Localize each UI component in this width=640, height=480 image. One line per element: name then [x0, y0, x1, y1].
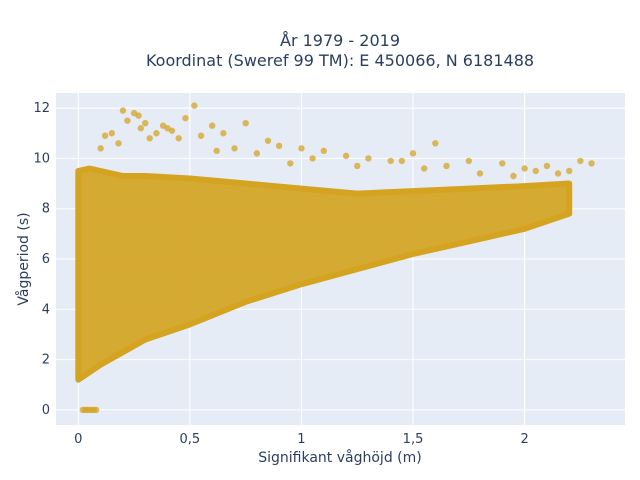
scatter-point [101, 132, 109, 139]
scatter-point [298, 145, 305, 152]
scatter-point [92, 406, 100, 414]
scatter-point [168, 127, 176, 134]
y-tick-label: 8 [42, 202, 50, 217]
scatter-point [432, 140, 439, 147]
x-tick-label: 0,5 [180, 432, 201, 447]
point-cloud-envelope [75, 165, 573, 383]
scatter-point [577, 157, 584, 165]
scatter-point [287, 160, 294, 167]
scatter-point [182, 114, 189, 122]
y-tick-label: 2 [42, 353, 50, 368]
scatter-point [309, 155, 316, 162]
scatter-point [588, 160, 595, 167]
x-tick-label: 1 [297, 432, 305, 447]
scatter-point [153, 130, 160, 137]
scatter-point [398, 157, 406, 165]
scatter-point [137, 125, 144, 132]
scatter-point [443, 162, 450, 170]
scatter-point [420, 165, 428, 172]
scatter-point [146, 135, 153, 142]
y-axis-title: Vågperiod (s) [15, 212, 32, 305]
scatter-point [275, 142, 283, 150]
tick-labels: 0 0,5 1 1,5 2 0 2 4 6 8 10 12 [33, 101, 528, 447]
scatter-point [142, 119, 149, 127]
scatter-point [387, 157, 394, 165]
point-cloud [75, 165, 573, 383]
scatter-point [108, 130, 115, 137]
scatter-point [499, 160, 506, 167]
scatter-point [220, 130, 227, 137]
scatter-point [465, 157, 473, 165]
scatter-point [97, 145, 104, 152]
y-tick-label: 6 [42, 252, 50, 267]
scatter-point [208, 122, 216, 129]
scatter-point [124, 117, 131, 124]
scatter-point [554, 170, 562, 177]
scatter-point [253, 150, 261, 157]
scatter-point [175, 135, 182, 142]
scatter-point [342, 152, 350, 160]
scatter-point [354, 162, 361, 170]
chart-title-line-2: Koordinat (Sweref 99 TM): E 450066, N 61… [146, 51, 534, 70]
x-tick-label: 1,5 [403, 432, 424, 447]
x-tick-label: 2 [520, 432, 528, 447]
y-tick-label: 0 [42, 403, 50, 418]
scatter-point [320, 147, 327, 155]
scatter-point [197, 132, 205, 139]
x-tick-label: 0 [74, 432, 82, 447]
scatter-point [566, 167, 573, 175]
scatter-point [242, 119, 249, 127]
scatter-point [543, 162, 551, 170]
scatter-point [119, 107, 127, 114]
scatter-point [521, 165, 528, 172]
y-tick-label: 12 [33, 101, 50, 116]
scatter-point [365, 155, 372, 162]
x-axis-title: Signifikant våghöjd (m) [258, 449, 421, 466]
scatter-point [115, 140, 122, 147]
scatter-points [79, 102, 595, 414]
chart-title-line-1: År 1979 - 2019 [280, 31, 400, 50]
scatter-point [231, 145, 238, 152]
y-tick-label: 10 [33, 151, 50, 166]
y-tick-label: 4 [42, 302, 50, 317]
scatter-point [191, 102, 198, 109]
scatter-point [213, 147, 220, 155]
scatter-point [135, 112, 142, 119]
scatter-point [264, 137, 272, 144]
scatter-point [532, 167, 539, 175]
scatter-point [159, 122, 167, 129]
scatter-point [476, 170, 484, 177]
scatter-point [409, 150, 417, 157]
scatter-point [510, 172, 517, 180]
